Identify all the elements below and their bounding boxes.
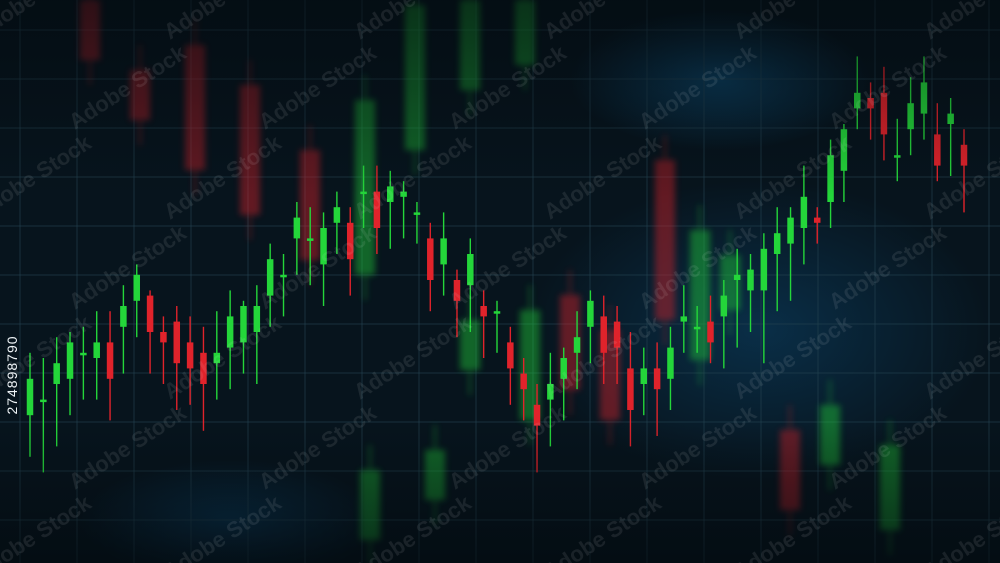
stock-id-label: 274898790 [4, 335, 20, 415]
